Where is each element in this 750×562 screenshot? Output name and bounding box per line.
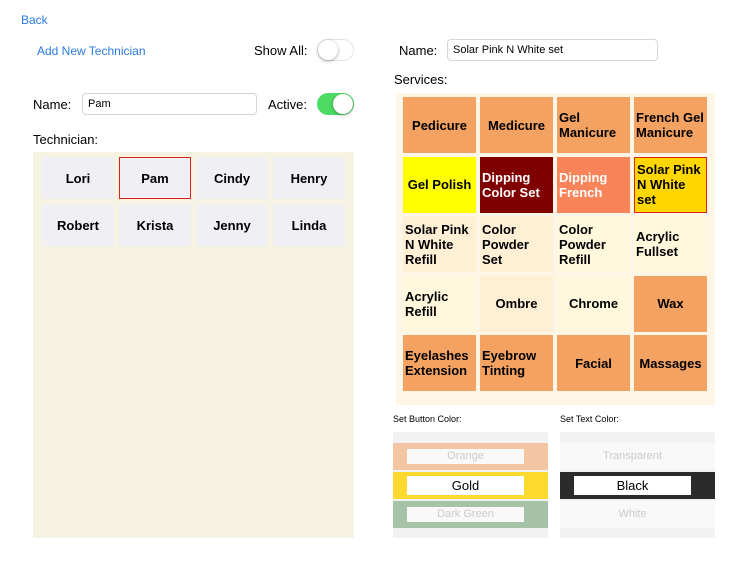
- service-button[interactable]: Acrylic Refill: [403, 275, 476, 332]
- service-button[interactable]: Dipping Color Set: [480, 156, 553, 213]
- technician-panel: Lori Pam Cindy Henry Robert Krista Jenny Linda: [33, 152, 354, 538]
- name-label: Name:: [33, 97, 72, 112]
- active-label: Active:: [268, 97, 308, 112]
- service-button[interactable]: Color Powder Set: [480, 216, 553, 272]
- service-button[interactable]: Eyelashes Extension: [403, 335, 476, 391]
- service-button[interactable]: Gel Polish: [403, 156, 476, 213]
- back-button[interactable]: Back: [21, 13, 48, 27]
- technician-button[interactable]: Krista: [119, 204, 191, 246]
- service-button[interactable]: Color Powder Refill: [557, 216, 630, 272]
- active-toggle[interactable]: [317, 93, 354, 115]
- picker-label: Set Text Color:: [560, 414, 619, 424]
- toggle-knob: [333, 94, 353, 114]
- technician-button[interactable]: Jenny: [196, 204, 268, 246]
- toggle-knob: [318, 40, 338, 60]
- service-button[interactable]: Acrylic Fullset: [634, 216, 707, 272]
- picker-option[interactable]: White: [574, 507, 691, 522]
- picker-wheel: Transparent Black White: [560, 432, 715, 538]
- picker-option[interactable]: Dark Green: [407, 507, 524, 522]
- picker-option[interactable]: Black: [574, 476, 691, 495]
- service-button[interactable]: Pedicure: [403, 97, 476, 153]
- service-button[interactable]: Chrome: [557, 275, 630, 332]
- service-name-input[interactable]: Solar Pink N White set: [447, 39, 658, 61]
- picker-row[interactable]: Transparent: [560, 443, 715, 470]
- name-input[interactable]: Pam: [82, 93, 257, 115]
- service-button[interactable]: Solar Pink N White Refill: [403, 216, 476, 272]
- show-all-toggle[interactable]: [317, 39, 354, 61]
- picker-wheel: Orange Gold Dark Green: [393, 432, 548, 538]
- technician-button[interactable]: Linda: [273, 204, 345, 246]
- technician-button[interactable]: Henry: [273, 157, 345, 199]
- service-button[interactable]: Massages: [634, 335, 707, 391]
- technician-button[interactable]: Cindy: [196, 157, 268, 199]
- service-button[interactable]: Medicure: [480, 97, 553, 153]
- service-button[interactable]: Eyebrow Tinting: [480, 335, 553, 391]
- picker-option[interactable]: Transparent: [574, 449, 691, 464]
- services-label: Services:: [394, 72, 448, 87]
- service-button[interactable]: Solar Pink N White set: [634, 156, 707, 213]
- service-button[interactable]: Ombre: [480, 275, 553, 332]
- picker-option[interactable]: Orange: [407, 449, 524, 464]
- picker-row[interactable]: Gold: [393, 472, 548, 499]
- add-technician[interactable]: Add New Technician: [37, 44, 146, 58]
- picker-label: Set Button Color:: [393, 414, 462, 424]
- service-button[interactable]: Dipping French: [557, 156, 630, 213]
- picker-row[interactable]: Dark Green: [393, 501, 548, 528]
- service-button[interactable]: Gel Manicure: [557, 97, 630, 153]
- show-all-label: Show All:: [254, 43, 308, 58]
- technician-button[interactable]: Pam: [119, 157, 191, 199]
- service-button[interactable]: French Gel Manicure: [634, 97, 707, 153]
- services-grid: Pedicure Medicure Gel Manicure French Gel M…: [396, 93, 715, 405]
- technician-button[interactable]: Lori: [42, 157, 114, 199]
- picker-row[interactable]: Orange: [393, 443, 548, 470]
- picker-row[interactable]: Black: [560, 472, 715, 499]
- service-button[interactable]: Wax: [634, 275, 707, 332]
- picker-option[interactable]: Gold: [407, 476, 524, 495]
- technician-label: Technician:: [33, 132, 99, 147]
- service-name-label: Name:: [399, 43, 438, 58]
- service-button[interactable]: Facial: [557, 335, 630, 391]
- picker-row[interactable]: White: [560, 501, 715, 528]
- technician-button[interactable]: Robert: [42, 204, 114, 246]
